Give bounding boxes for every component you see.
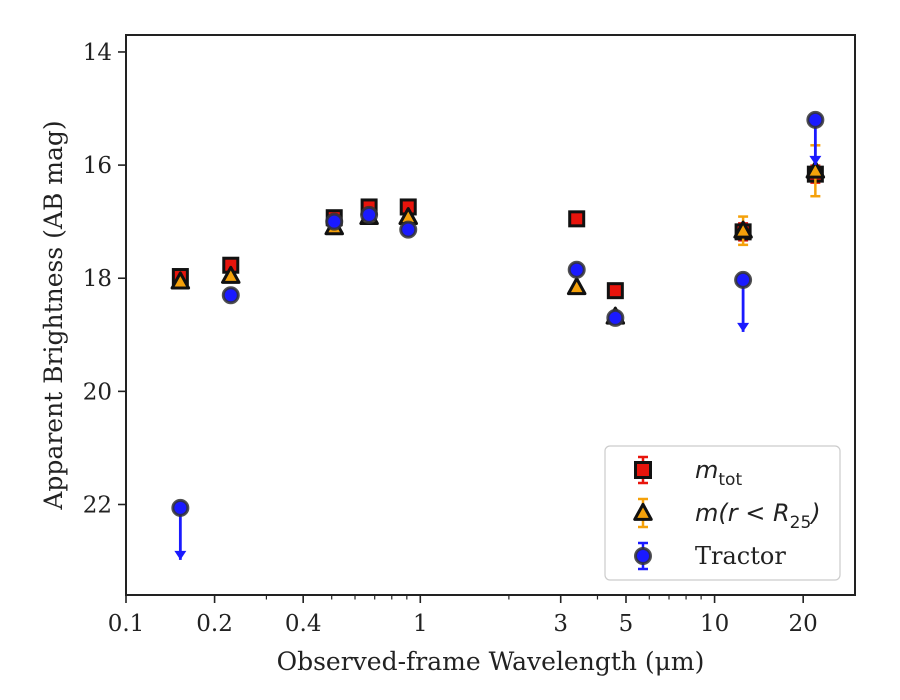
x-tick-label: 20 [789,611,818,637]
y-tick-label: 14 [83,40,112,66]
legend-label: mtot [695,456,742,490]
x-tick-label: 10 [700,611,729,637]
data-point-triangle [733,220,753,239]
data-point-circle [171,498,190,517]
data-point-circle [360,205,379,224]
data-point-triangle [221,265,241,284]
upper-limit-arrow-head [174,550,187,560]
data-point-circle [325,212,344,231]
upper-limit-arrow-head [737,322,750,332]
data-point-triangle [566,277,587,296]
x-tick-label: 0.2 [196,611,233,637]
y-axis-title: Apparent Brightness (AB mag) [39,120,68,510]
legend: mtot m(r < R25) Tractor [604,445,841,581]
data-point-square [606,282,624,300]
y-tick-label: 18 [83,266,112,292]
x-tick-label: 0.4 [285,611,322,637]
legend-marker-triangle [633,502,653,521]
x-axis-title: Observed-frame Wavelength (μm) [277,647,705,676]
upper-limit-arrow-head [809,155,822,165]
legend-label-sub: tot [718,470,742,490]
data-point-circle [606,308,625,327]
legend-label-end: ) [809,499,820,527]
legend-label: m(r < R25) [695,499,821,533]
y-tick-label: 22 [83,492,112,518]
legend-label-sub: 25 [790,513,812,533]
legend-label-main: m [695,456,718,484]
legend-label-main: m(r < R [695,499,790,527]
legend-marker-square [634,461,652,479]
data-point-circle [734,270,753,289]
plot-frame [125,34,856,596]
axis-ticks: 0.1 0.2 0.4 1 3 5 10 20 14 16 18 20 22 [83,40,818,637]
data-point-circle [399,220,418,239]
legend-marker-circle [634,547,652,565]
legend-label: Tractor [695,542,786,570]
y-tick-label: 16 [83,153,112,179]
data-point-circle [221,286,240,305]
y-tick-label: 20 [83,379,112,405]
data-point-circle [567,260,586,279]
plot-area [170,110,826,560]
x-tick-label: 0.1 [108,611,145,637]
series-triangle [170,144,826,325]
legend-box [604,445,841,581]
data-point-square [568,210,586,228]
data-point-circle [806,110,825,129]
x-tick-label: 3 [553,611,568,637]
series-square [171,164,824,300]
data-point-triangle [805,160,826,179]
x-tick-label: 1 [413,611,428,637]
series-circle [171,110,825,560]
data-point-triangle [170,271,191,290]
x-tick-label: 5 [619,611,634,637]
